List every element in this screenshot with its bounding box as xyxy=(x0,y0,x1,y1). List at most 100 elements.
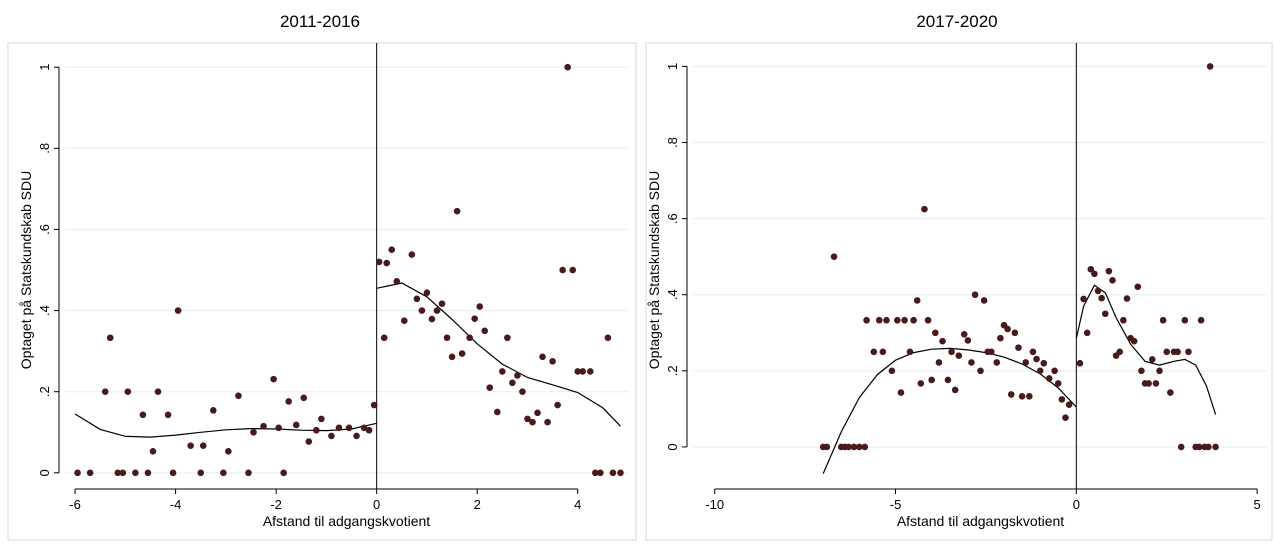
scatter-point xyxy=(149,448,157,455)
scatter-point xyxy=(1098,294,1105,302)
scatter-point xyxy=(856,443,863,451)
fit-line-right xyxy=(376,282,621,427)
y-axis-label: Optaget på Statskundskab SDU xyxy=(18,171,34,369)
y-tick-label: 0 xyxy=(37,469,52,476)
scatter-point xyxy=(1148,356,1156,363)
scatter-point xyxy=(86,469,94,477)
scatter-point xyxy=(1185,348,1192,356)
scatter-point xyxy=(270,375,277,383)
scatter-point xyxy=(1105,267,1113,275)
scatter-point xyxy=(1145,380,1152,387)
scatter-point xyxy=(1197,316,1205,324)
x-tick-label: -10 xyxy=(705,497,724,512)
scatter-point xyxy=(977,367,984,375)
scatter-point xyxy=(1045,375,1053,382)
scatter-point xyxy=(928,376,935,384)
scatter-point xyxy=(1181,316,1189,324)
scatter-point xyxy=(901,316,908,324)
scatter-point xyxy=(413,295,421,303)
scatter-point xyxy=(617,469,624,477)
scatter-point xyxy=(313,426,320,434)
scatter-point xyxy=(199,442,207,449)
scatter-point xyxy=(285,398,292,405)
chart-panel-left: 2011-2016 -6 -4 -2 0 2 4 0 .2 .4 .6 .8 1 Afstand til… xyxy=(7,12,637,541)
scatter-point xyxy=(225,448,232,455)
scatter-point xyxy=(494,408,501,416)
y-tick-label: 1 xyxy=(37,64,52,71)
scatter-point xyxy=(335,424,343,432)
scatter-point xyxy=(187,442,194,449)
scatter-point xyxy=(476,303,484,310)
scatter-point xyxy=(418,307,426,314)
scatter-point xyxy=(1174,348,1181,356)
scatter-point xyxy=(997,334,1004,342)
scatter-point xyxy=(408,251,416,258)
graph-frame xyxy=(645,42,1273,541)
scatter-point xyxy=(353,432,360,440)
scatter-point xyxy=(164,411,172,419)
scatter-point xyxy=(1101,310,1109,318)
scatter-point xyxy=(1040,359,1048,367)
scatter-point xyxy=(1062,414,1069,421)
scatter-point xyxy=(544,418,551,426)
y-tick-label: .8 xyxy=(665,137,680,148)
scatter-plot-right: -10 -5 0 5 0 .2 .4 .6 .8 1 Afstand til adgangskvot… xyxy=(645,42,1273,541)
scatter-point xyxy=(539,353,546,361)
x-axis-label: Afstand til adgangskvotient xyxy=(263,513,430,529)
scatter-point xyxy=(1080,295,1087,303)
scatter-plot-left: -6 -4 -2 0 2 4 0 .2 .4 .6 .8 1 Afstand til adgangskv… xyxy=(7,42,637,541)
scatter-point xyxy=(592,469,599,477)
scatter-point xyxy=(863,316,870,324)
x-tick-label: 0 xyxy=(1073,497,1080,512)
y-tick-label: 0 xyxy=(665,443,680,450)
scatter-point xyxy=(850,443,858,451)
scatter-point xyxy=(1206,63,1214,70)
y-tick-label: .4 xyxy=(37,305,52,316)
scatter-point xyxy=(438,300,446,307)
scatter-point xyxy=(917,380,925,387)
scatter-point xyxy=(504,334,511,342)
scatter-point xyxy=(964,337,972,344)
scatter-point xyxy=(1007,391,1015,398)
scatter-point xyxy=(931,329,939,337)
fit-line-right xyxy=(1075,284,1217,415)
scatter-point xyxy=(423,289,431,297)
scatter-point xyxy=(1029,348,1037,356)
scatter-point xyxy=(119,469,127,477)
scatter-point xyxy=(220,469,227,477)
scatter-point xyxy=(1018,393,1026,400)
scatter-point xyxy=(935,359,943,366)
scatter-point xyxy=(579,368,587,375)
scatter-point xyxy=(861,443,869,451)
scatter-point xyxy=(1130,337,1138,345)
scatter-point xyxy=(280,469,287,477)
scatter-point xyxy=(519,388,526,395)
scatter-point xyxy=(1163,348,1171,356)
x-tick-label: 0 xyxy=(373,497,380,512)
y-tick-label: .6 xyxy=(37,224,52,235)
scatter-point xyxy=(174,307,182,314)
x-tick-label: -2 xyxy=(270,497,282,512)
scatter-point xyxy=(1033,355,1040,363)
scatter-point xyxy=(529,418,536,426)
scatter-point xyxy=(328,432,335,440)
y-axis-label: Optaget på Statskundskab SDU xyxy=(646,171,662,369)
scatter-point xyxy=(944,376,952,384)
scatter-point xyxy=(139,411,147,419)
scatter-point xyxy=(509,379,516,387)
scatter-point xyxy=(1156,367,1163,375)
scatter-point xyxy=(897,389,905,396)
scatter-point xyxy=(401,317,408,325)
scatter-point xyxy=(1109,276,1116,284)
scatter-point xyxy=(1058,396,1066,403)
scatter-point xyxy=(1051,367,1058,375)
scatter-point xyxy=(74,469,81,477)
scatter-point xyxy=(197,469,205,477)
scatter-point xyxy=(924,316,932,324)
y-tick-label: .6 xyxy=(665,213,680,224)
x-tick-label: -6 xyxy=(69,497,81,512)
scatter-point xyxy=(875,316,883,324)
scatter-point xyxy=(106,334,114,342)
scatter-point xyxy=(1026,393,1033,400)
scatter-point xyxy=(471,315,478,322)
